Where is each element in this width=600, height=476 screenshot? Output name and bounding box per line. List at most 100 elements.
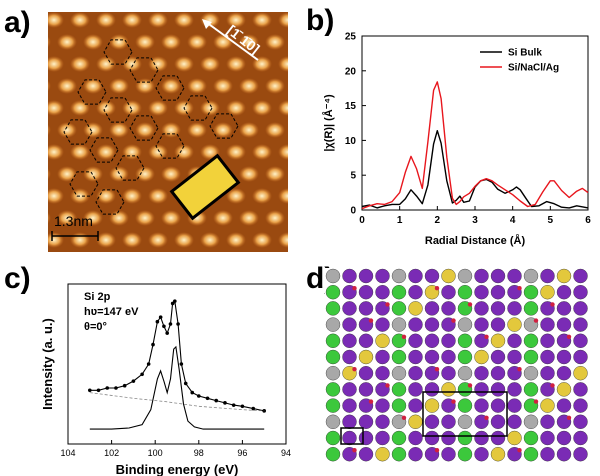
stm-spot [57,78,77,94]
chart-c-data-point [251,406,256,411]
chart-c-data-point [165,331,169,335]
chart-c-annotation: hʋ=147 eV [84,306,139,318]
atom-green [325,285,341,300]
stm-spot [278,56,288,72]
stm-spot [135,122,155,138]
atom-purple [573,301,588,316]
stm-spot [148,144,168,160]
stm-spot [226,12,246,28]
atom-purple [573,398,588,413]
atom-green [391,285,407,300]
stm-spot [226,56,246,72]
stm-spot [239,166,259,182]
chart-b-xtick-label: 1 [397,215,403,226]
atom-green [523,301,539,316]
atom-green [457,398,473,413]
atom-purple [358,446,374,462]
atom-purple [358,268,374,284]
stm-spot [187,122,207,138]
stm-spot [187,78,207,94]
atom-gray [325,317,341,332]
atom-green [457,430,473,446]
atom-purple [490,414,506,430]
stm-spot [226,144,246,160]
atom-purple [441,365,456,381]
atom-yellow [358,349,374,365]
stm-spot [122,188,142,204]
atom-green [523,285,539,300]
atom-purple [490,398,506,413]
direction-arrow [205,21,259,61]
atom-purple [441,333,456,349]
stm-spot [83,78,103,94]
stm-spot [174,232,194,248]
atom-purple [342,414,357,430]
atom-yellow [375,446,390,462]
atom-yellow [540,285,555,300]
atom-purple [540,430,555,446]
stm-spot [148,12,168,28]
hexagon-outline [209,113,239,139]
atom-red [434,286,440,291]
atom-green [457,333,473,349]
direction-arrowhead [202,19,212,29]
atom-yellow [474,349,489,365]
atom-gray [325,268,341,284]
atom-purple [424,382,440,397]
stm-spot [48,80,51,92]
stm-spot [70,56,90,72]
atom-red [484,334,489,339]
atom-purple [408,333,423,349]
stm-spot [278,188,288,204]
atom-purple [540,414,555,430]
atom-purple [424,430,440,446]
atom-red [385,383,390,388]
atom-purple [556,349,572,365]
atom-red [451,318,456,323]
atom-purple [490,301,506,316]
chart-c-data-point [183,381,188,386]
atom-green [523,349,539,365]
chart-c-data-point [114,386,118,390]
stm-spot [57,122,77,138]
atom-purple [490,317,506,332]
atom-purple [573,285,588,300]
atom-red [352,367,357,372]
atom-green [325,398,341,413]
atom-yellow [441,382,456,397]
atom-gray [325,414,341,430]
atom-red [385,302,390,307]
atom-purple [375,349,390,365]
atom-gray [523,414,539,430]
stm-spot [48,168,51,180]
atom-purple [424,317,440,332]
stm-spot [278,12,288,28]
stm-spot [252,144,272,160]
atom-gray [523,365,539,381]
hexagon-outline [77,79,107,105]
atom-purple [507,349,522,365]
chart-c-xtick-label: 102 [104,448,119,458]
chart-c-data-point [140,372,144,377]
atom-purple [408,430,423,446]
atom-green [391,349,407,365]
stm-spot [109,78,129,94]
stm-spot [70,232,90,248]
chart-c-data-point [131,379,136,383]
atom-green [325,301,341,316]
atom-purple [358,365,374,381]
chart-b-xtick-label: 6 [585,215,591,226]
hexagon-outline [155,75,185,101]
atom-purple [342,317,357,332]
chart-c-annotation: Si 2p [84,291,111,303]
stm-spot [48,36,51,48]
stm-spot [83,122,103,138]
stm-spot [265,122,285,138]
atom-green [457,349,473,365]
stm-spot [109,34,129,50]
atom-purple [424,333,440,349]
atom-purple [408,268,423,284]
atom-green [523,430,539,446]
atom-purple [358,430,374,446]
stm-spot [200,56,220,72]
